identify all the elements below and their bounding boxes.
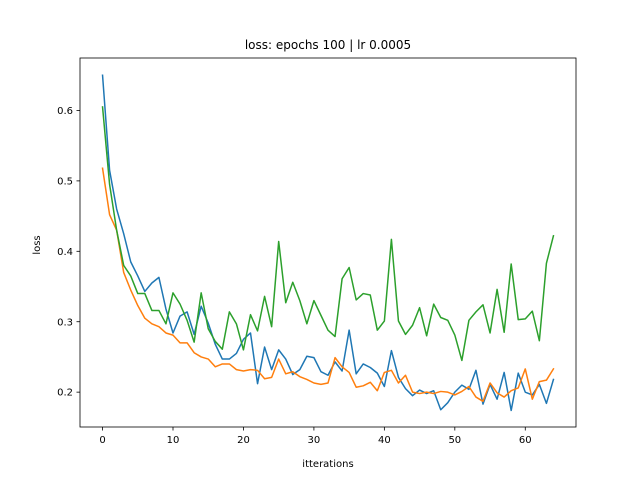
y-axis-label: loss	[32, 235, 43, 254]
x-tick-label: 30	[308, 435, 321, 446]
x-tick-label: 60	[519, 435, 532, 446]
x-tick-label: 0	[99, 435, 105, 446]
x-tick-label: 40	[378, 435, 391, 446]
y-tick-label: 0.6	[57, 106, 73, 117]
x-tick-label: 10	[167, 435, 180, 446]
y-tick-label: 0.4	[57, 247, 73, 258]
series-layer	[101, 74, 555, 412]
plot-frame	[79, 57, 577, 428]
series-line-3	[101, 106, 555, 362]
x-axis-label: itterations	[302, 459, 353, 470]
axes-layer: 0 10 20 30 40 50 60 0.2 0.3 0.4 0.5 0.6	[57, 57, 577, 446]
y-tick-label: 0.3	[57, 317, 73, 328]
x-tick-label: 20	[237, 435, 250, 446]
series-line-2	[101, 167, 555, 403]
chart-title: loss: epochs 100 | lr 0.0005	[245, 38, 411, 52]
y-tick-label: 0.2	[57, 388, 73, 399]
y-tick-label: 0.5	[57, 176, 73, 187]
x-tick-label: 50	[448, 435, 461, 446]
series-line-1	[101, 74, 555, 412]
